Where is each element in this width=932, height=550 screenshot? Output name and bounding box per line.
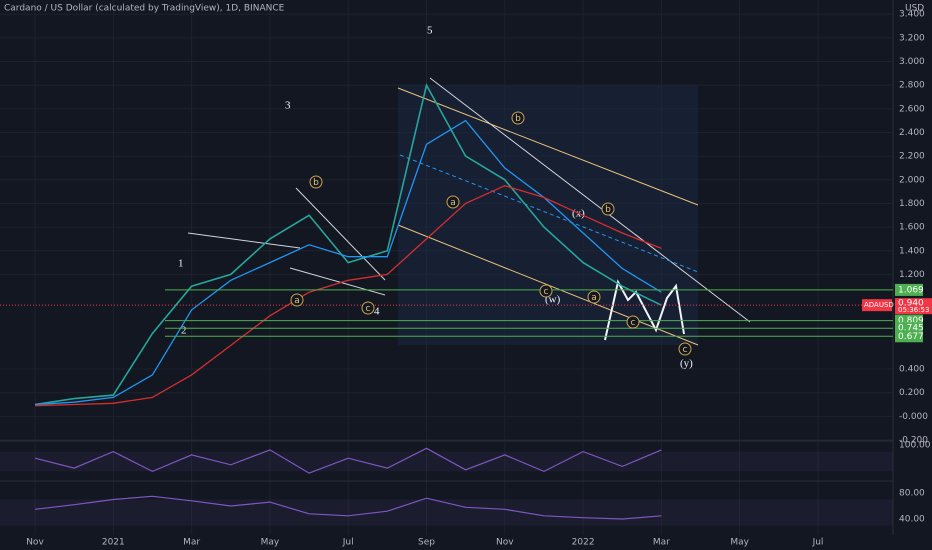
symbol-label: ADAUSD (864, 301, 894, 309)
x-tick-label: Jul (342, 538, 354, 548)
x-tick-label: 2021 (102, 538, 125, 548)
wave-letter: a (294, 296, 300, 306)
y-tick-label: 3.400 (899, 10, 925, 20)
wave-label: 1 (178, 258, 184, 270)
wave-circle (290, 293, 304, 307)
wave-circle (446, 195, 460, 209)
y-tick-label: -0.200 (899, 436, 928, 446)
y-tick-label: 0.200 (899, 388, 925, 398)
chart-title: Cardano / US Dollar (calculated by Tradi… (4, 4, 285, 14)
price-label: 0.940 (898, 299, 924, 309)
wave-circle (587, 290, 601, 304)
level-label: 0.745 (898, 324, 924, 334)
level-label: 1.069 (898, 285, 924, 295)
wave-label: 5 (427, 25, 433, 37)
y-tick-label: 100.00 (899, 441, 931, 451)
series-line (34, 119, 662, 406)
annotations: 1 2 3 4 5 (w) (x) (y) (178, 25, 693, 370)
x-tick-label: Mar (653, 538, 670, 548)
wave-letter: c (366, 304, 371, 314)
series-line (34, 495, 662, 520)
trendline (397, 87, 699, 206)
x-tick-label: Mar (183, 538, 200, 548)
x-tick-label: 2022 (572, 538, 595, 548)
currency: USD (905, 4, 924, 14)
symbol-box (862, 299, 892, 312)
series-line (34, 447, 662, 474)
x-tick-label: May (730, 538, 749, 548)
wave-circle (626, 315, 640, 329)
level-box (895, 283, 923, 296)
y-tick-label: 2.200 (899, 152, 925, 162)
wave-label: 4 (374, 306, 380, 318)
wave-circle (539, 284, 553, 298)
x-tick-label: Nov (26, 538, 44, 548)
trendline (289, 267, 386, 296)
wave-circle (678, 342, 692, 356)
y-tick-label: 80.00 (899, 489, 925, 499)
x-tick-label: Sep (418, 538, 435, 548)
y-tick-label: 2.800 (899, 81, 925, 91)
x-tick-label: Nov (496, 538, 514, 548)
forecast-box (398, 85, 698, 345)
level-label: 0.677 (898, 332, 924, 342)
grid (0, 0, 893, 535)
level-label: 0.809 (898, 316, 924, 326)
y-tick-label: 0.400 (899, 365, 925, 375)
y-tick-label: 1.400 (899, 246, 925, 256)
wave-circle (511, 111, 525, 125)
pane-band (0, 451, 893, 472)
y-tick-label: 3.200 (899, 33, 925, 43)
y-tick-label: 1.200 (899, 270, 925, 280)
y-tick-label: -0.000 (899, 412, 928, 422)
level-box (895, 330, 923, 343)
wave-letter: a (450, 198, 456, 208)
wave-circle (601, 202, 615, 216)
y-tick-label: 1.800 (899, 199, 925, 209)
wave-letter: b (605, 205, 611, 215)
y-tick-label: 1.600 (899, 223, 925, 233)
series-line (34, 82, 662, 406)
x-tick-label: May (261, 538, 280, 548)
price-box (895, 298, 932, 315)
y-tick-label: 40.00 (899, 515, 925, 525)
wave-letter: b (515, 114, 521, 124)
wave-circle (309, 175, 323, 189)
y-tick-label: 2.600 (899, 104, 925, 114)
wave-letter: c (544, 287, 549, 297)
wave-letter: b (313, 178, 319, 188)
countdown: 05:36:53 (898, 306, 929, 314)
trendline (429, 77, 751, 323)
wave-label: 2 (181, 325, 187, 337)
pane-band (0, 499, 893, 526)
x-tick-label: Jul (812, 538, 824, 548)
y-tick-label: 3.000 (899, 57, 925, 67)
trendline (187, 232, 301, 249)
wave-letter: c (683, 345, 688, 355)
y-tick-label: 2.400 (899, 128, 925, 138)
wave-label: (y) (680, 358, 693, 370)
wave-label: 3 (285, 100, 291, 112)
wave-circle (361, 301, 375, 315)
series-line (34, 185, 662, 407)
y-tick-label: 2.000 (899, 175, 925, 185)
trendline (399, 154, 699, 273)
trendline (295, 187, 386, 281)
wave-letter: c (631, 318, 636, 328)
wave-letter: a (591, 293, 597, 303)
